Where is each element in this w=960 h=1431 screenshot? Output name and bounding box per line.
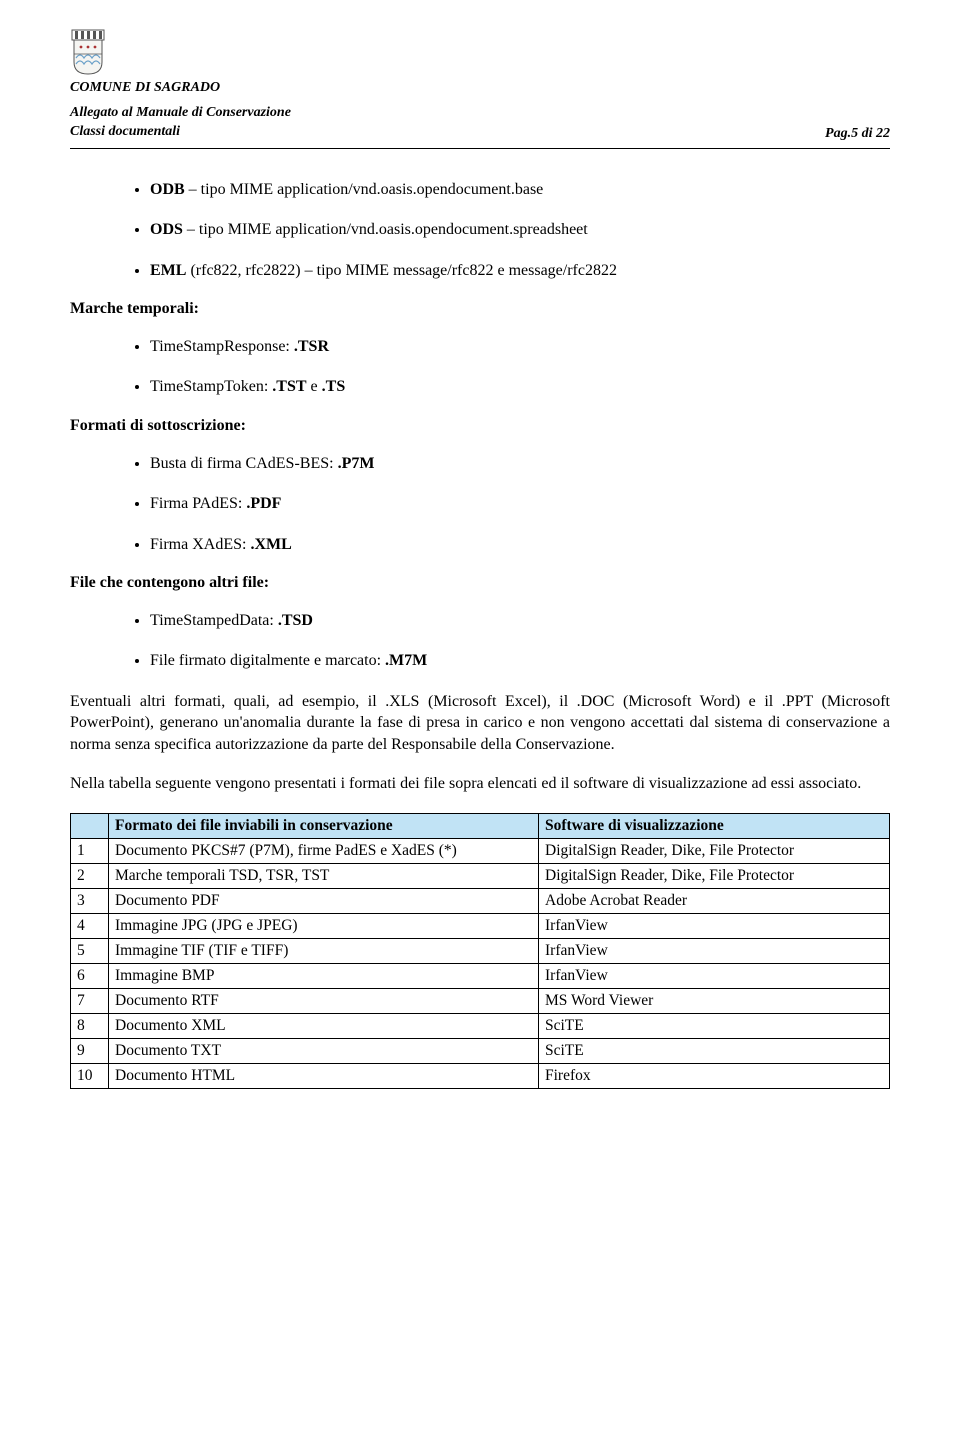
table-row: 3 Documento PDF Adobe Acrobat Reader xyxy=(71,889,890,914)
paragraph-2: Nella tabella seguente vengono presentat… xyxy=(70,773,890,795)
list-item: TimeStampedData: .TSD xyxy=(150,610,890,632)
emblem-icon xyxy=(70,28,106,76)
cell-num: 3 xyxy=(71,889,109,914)
item-text: Firma XAdES: .XML xyxy=(150,536,292,553)
subheader-left: Allegato al Manuale di Conservazione Cla… xyxy=(70,104,291,142)
cell-num: 5 xyxy=(71,939,109,964)
page-number: Pag.5 di 22 xyxy=(825,126,890,142)
list-item: File firmato digitalmente e marcato: .M7… xyxy=(150,650,890,672)
cell-format: Documento TXT xyxy=(109,1039,539,1064)
table-row: 7 Documento RTF MS Word Viewer xyxy=(71,989,890,1014)
table-row: 1 Documento PKCS#7 (P7M), firme PadES e … xyxy=(71,839,890,864)
paragraph-1: Eventuali altri formati, quali, ad esemp… xyxy=(70,691,890,756)
item-text: TimeStampToken: .TST e .TS xyxy=(150,378,345,395)
heading-marche-temporali: Marche temporali: xyxy=(70,300,890,318)
cell-num: 8 xyxy=(71,1014,109,1039)
cell-num: 10 xyxy=(71,1064,109,1089)
heading-file-contengono: File che contengono altri file: xyxy=(70,574,890,592)
cell-num: 4 xyxy=(71,914,109,939)
list-item: Firma PAdES: .PDF xyxy=(150,493,890,515)
cell-format: Documento PDF xyxy=(109,889,539,914)
cell-num: 9 xyxy=(71,1039,109,1064)
item-text: Firma PAdES: .PDF xyxy=(150,495,281,512)
org-name: COMUNE DI SAGRADO xyxy=(70,80,890,96)
cell-software: SciTE xyxy=(539,1039,890,1064)
bullets-formati-sottoscrizione: Busta di firma CAdES-BES: .P7M Firma PAd… xyxy=(128,453,890,556)
cell-format: Immagine TIF (TIF e TIFF) xyxy=(109,939,539,964)
cell-num: 2 xyxy=(71,864,109,889)
table-row: 10 Documento HTML Firefox xyxy=(71,1064,890,1089)
heading-formati-sottoscrizione: Formati di sottoscrizione: xyxy=(70,417,890,435)
cell-num: 1 xyxy=(71,839,109,864)
cell-software: MS Word Viewer xyxy=(539,989,890,1014)
subheader: Allegato al Manuale di Conservazione Cla… xyxy=(70,104,890,142)
cell-software: Firefox xyxy=(539,1064,890,1089)
cell-num: 6 xyxy=(71,964,109,989)
bullets-file-contengono: TimeStampedData: .TSD File firmato digit… xyxy=(128,610,890,673)
item-text: TimeStampResponse: .TSR xyxy=(150,338,329,355)
cell-format: Immagine JPG (JPG e JPEG) xyxy=(109,914,539,939)
table-row: 8 Documento XML SciTE xyxy=(71,1014,890,1039)
subtitle-line2: Classi documentali xyxy=(70,124,180,139)
table-row: 9 Documento TXT SciTE xyxy=(71,1039,890,1064)
cell-format: Documento XML xyxy=(109,1014,539,1039)
item-text: File firmato digitalmente e marcato: .M7… xyxy=(150,652,427,669)
bullets-marche-temporali: TimeStampResponse: .TSR TimeStampToken: … xyxy=(128,336,890,399)
header-rule xyxy=(70,148,890,149)
cell-software: IrfanView xyxy=(539,914,890,939)
cell-format: Documento HTML xyxy=(109,1064,539,1089)
cell-software: IrfanView xyxy=(539,964,890,989)
list-item: Busta di firma CAdES-BES: .P7M xyxy=(150,453,890,475)
table-row: 2 Marche temporali TSD, TSR, TST Digital… xyxy=(71,864,890,889)
cell-software: IrfanView xyxy=(539,939,890,964)
table-row: 6 Immagine BMP IrfanView xyxy=(71,964,890,989)
cell-format: Documento RTF xyxy=(109,989,539,1014)
cell-software: SciTE xyxy=(539,1014,890,1039)
list-item: Firma XAdES: .XML xyxy=(150,534,890,556)
cell-format: Immagine BMP xyxy=(109,964,539,989)
item-text: Busta di firma CAdES-BES: .P7M xyxy=(150,455,374,472)
list-item: TimeStampResponse: .TSR xyxy=(150,336,890,358)
col-header-format: Formato dei file inviabili in conservazi… xyxy=(109,814,539,839)
cell-format: Documento PKCS#7 (P7M), firme PadES e Xa… xyxy=(109,839,539,864)
list-item: TimeStampToken: .TST e .TS xyxy=(150,376,890,398)
cell-software: DigitalSign Reader, Dike, File Protector xyxy=(539,839,890,864)
col-header-software: Software di visualizzazione xyxy=(539,814,890,839)
list-item: ODB – tipo MIME application/vnd.oasis.op… xyxy=(150,179,890,201)
bullets-top: ODB – tipo MIME application/vnd.oasis.op… xyxy=(128,179,890,282)
list-item: ODS – tipo MIME application/vnd.oasis.op… xyxy=(150,219,890,241)
page-header xyxy=(70,28,890,76)
cell-num: 7 xyxy=(71,989,109,1014)
table-row: 4 Immagine JPG (JPG e JPEG) IrfanView xyxy=(71,914,890,939)
subtitle-line1: Allegato al Manuale di Conservazione xyxy=(70,105,291,120)
formats-table: Formato dei file inviabili in conservazi… xyxy=(70,813,890,1089)
table-row: 5 Immagine TIF (TIF e TIFF) IrfanView xyxy=(71,939,890,964)
cell-software: Adobe Acrobat Reader xyxy=(539,889,890,914)
list-item: EML (rfc822, rfc2822) – tipo MIME messag… xyxy=(150,260,890,282)
table-header-row: Formato dei file inviabili in conservazi… xyxy=(71,814,890,839)
col-header-num xyxy=(71,814,109,839)
cell-format: Marche temporali TSD, TSR, TST xyxy=(109,864,539,889)
cell-software: DigitalSign Reader, Dike, File Protector xyxy=(539,864,890,889)
item-text: TimeStampedData: .TSD xyxy=(150,612,313,629)
